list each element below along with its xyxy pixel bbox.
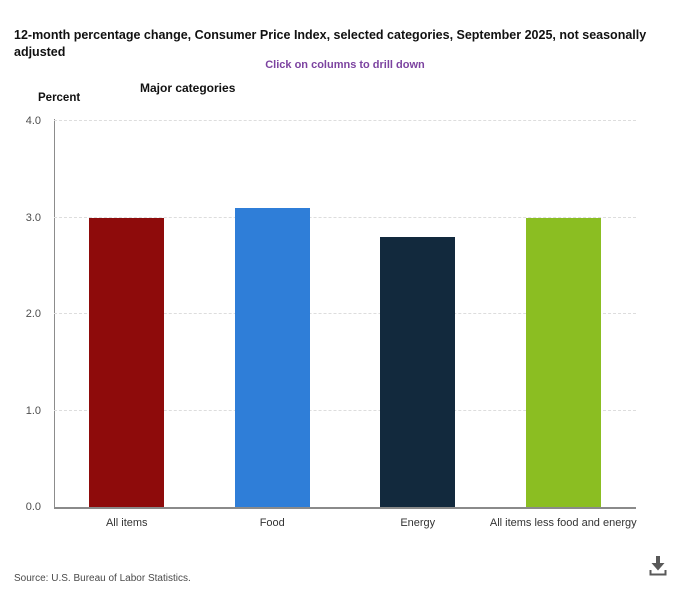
x-axis-category-label: Food: [259, 517, 285, 529]
y-axis-tick-label: 0.0: [25, 501, 41, 513]
gridline: [54, 409, 636, 411]
drilldown-hint: Click on columns to drill down: [265, 59, 425, 71]
x-axis-category-label: Energy: [400, 517, 436, 529]
y-axis-tick-label: 2.0: [25, 308, 41, 320]
gridline: [54, 313, 636, 314]
x-axis-line: [54, 507, 636, 509]
download-button[interactable]: [644, 552, 672, 580]
bar-food[interactable]: [234, 207, 310, 507]
bar-energy[interactable]: [380, 236, 456, 507]
x-axis-category-label: All items less food and energy: [489, 517, 637, 529]
gridline: [54, 120, 636, 121]
bar-all-items-less-food-and-energy[interactable]: [525, 217, 601, 507]
source-note: Source: U.S. Bureau of Labor Statistics.: [14, 573, 191, 584]
y-axis-tick-label: 4.0: [25, 115, 41, 127]
y-axis-tick-label: 3.0: [25, 211, 41, 224]
download-icon: [649, 556, 667, 576]
bar-all-items[interactable]: [89, 217, 165, 507]
y-axis-tick-label: 1.0: [25, 404, 41, 417]
chart-subtitle-major-categories: Major categories: [140, 81, 236, 95]
y-axis-title: Percent: [38, 92, 81, 104]
gridline: [54, 216, 636, 218]
chart-title: 12-month percentage change, Consumer Pri…: [14, 28, 647, 59]
x-axis-category-label: All items: [105, 517, 148, 529]
